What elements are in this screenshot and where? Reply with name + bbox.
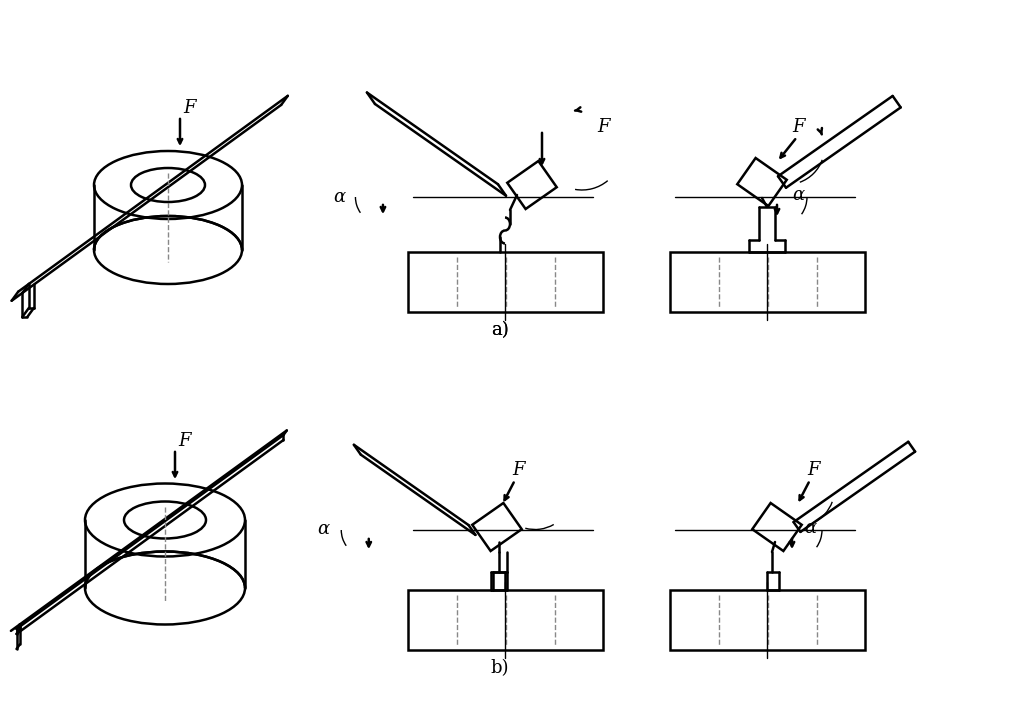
- Text: F: F: [178, 432, 190, 450]
- Bar: [408, 252, 603, 312]
- Text: F: F: [807, 461, 819, 479]
- Bar: [408, 590, 603, 650]
- Bar: [670, 252, 865, 312]
- Text: α: α: [316, 520, 329, 538]
- Text: F: F: [512, 461, 524, 479]
- Text: α: α: [792, 186, 804, 204]
- Text: a): a): [492, 321, 509, 339]
- Text: F: F: [792, 118, 805, 136]
- Text: α: α: [333, 188, 345, 206]
- Text: a): a): [492, 321, 509, 339]
- Bar: [670, 590, 865, 650]
- Text: α: α: [804, 519, 816, 537]
- Text: F: F: [183, 99, 196, 117]
- Text: b): b): [490, 659, 509, 677]
- Text: F: F: [597, 118, 609, 136]
